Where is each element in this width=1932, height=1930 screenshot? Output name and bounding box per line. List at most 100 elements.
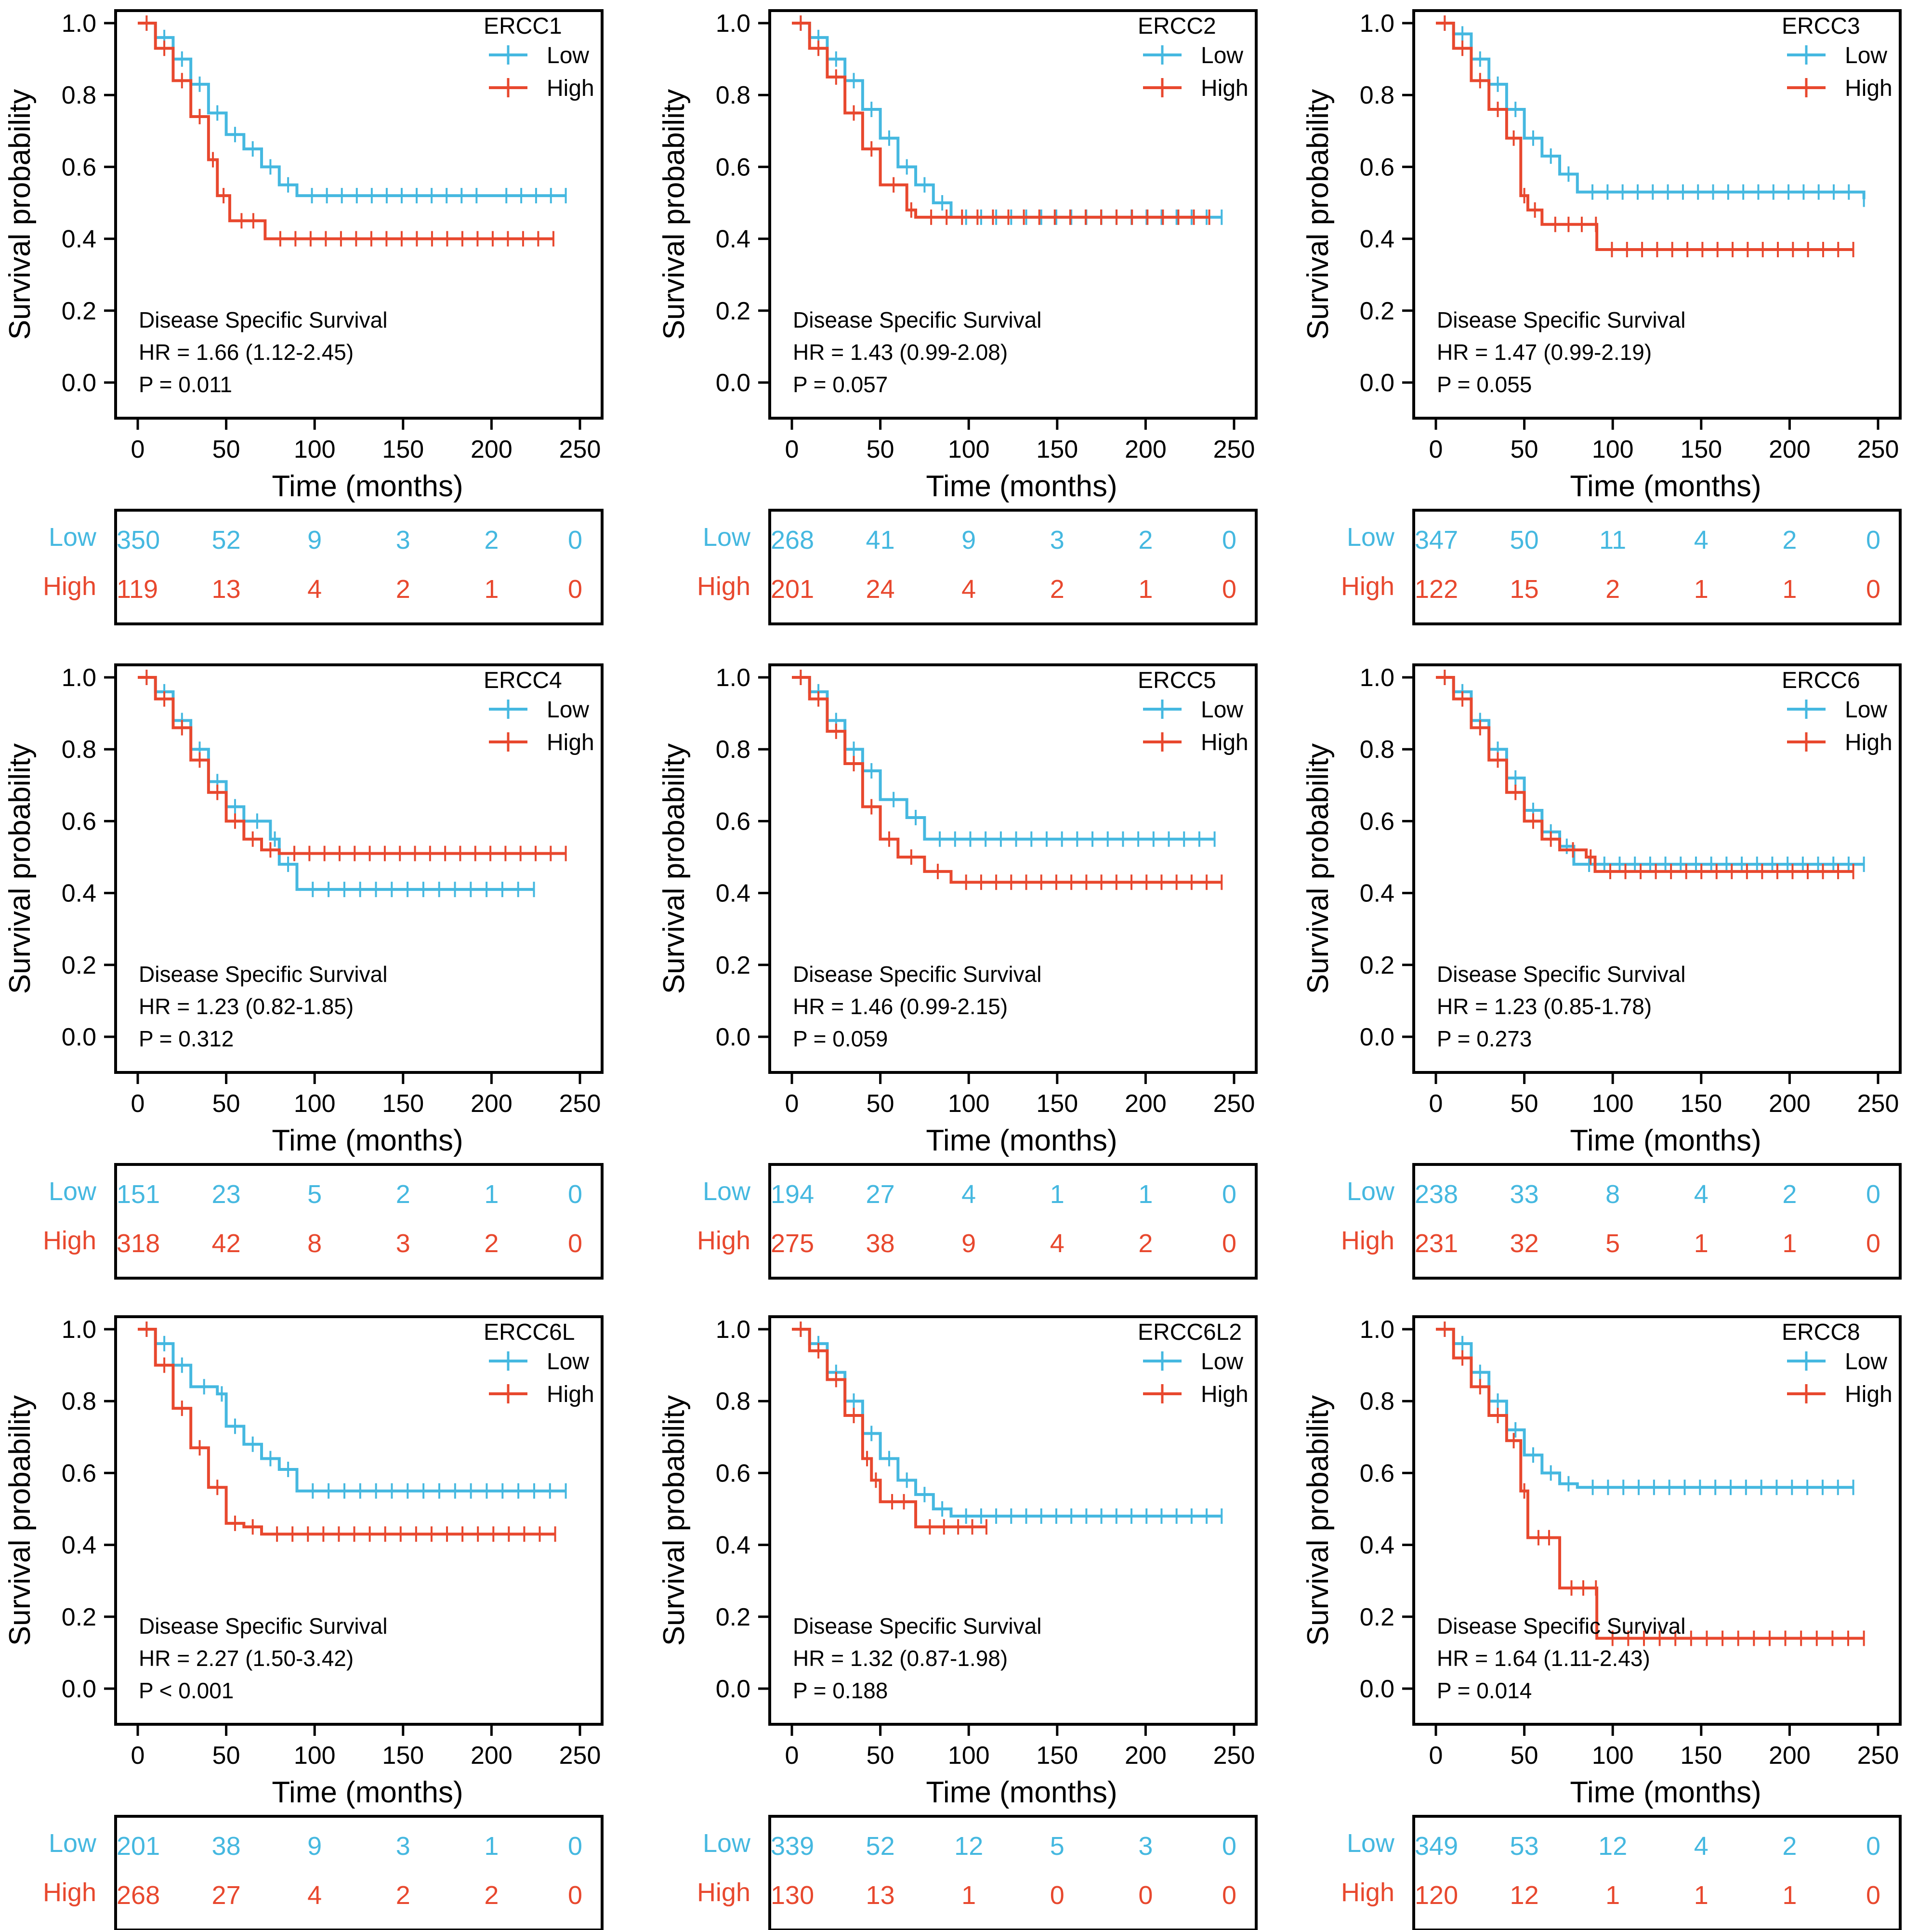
risk-count-low: 201 (117, 1832, 160, 1861)
legend-label-low: Low (1201, 1349, 1243, 1375)
risk-count-low: 151 (117, 1180, 160, 1209)
legend-label-low: Low (1845, 697, 1887, 723)
risk-count-low: 0 (568, 1180, 582, 1209)
risk-count-high: 130 (771, 1881, 814, 1910)
risk-count-high: 1 (1782, 1229, 1797, 1258)
risk-count-high: 1 (1782, 1881, 1797, 1910)
y-axis-title: Survival probability (3, 1395, 37, 1646)
risk-count-low: 2 (1782, 1180, 1797, 1209)
y-axis-title: Survival probability (1301, 1395, 1335, 1646)
risk-count-high: 1 (1694, 1229, 1709, 1258)
risk-count-low: 5 (1050, 1832, 1065, 1861)
risk-count-low: 3 (1138, 1832, 1153, 1861)
risk-count-high: 0 (1866, 1229, 1880, 1258)
x-tick-label: 50 (867, 1742, 894, 1770)
survival-curve-low (792, 22, 1222, 219)
plot-frame (114, 9, 604, 420)
y-tick-label: 0.4 (62, 880, 96, 908)
y-tick-label: 0.8 (62, 81, 96, 109)
y-tick-label: 1.0 (62, 664, 96, 692)
risk-count-high: 268 (117, 1881, 160, 1910)
risk-count-high: 1 (1605, 1881, 1620, 1910)
risk-count-low: 2 (396, 1180, 410, 1209)
x-tick-label: 0 (785, 1742, 799, 1770)
risk-table-frame (114, 1815, 604, 1930)
p-value: P = 0.055 (1437, 372, 1532, 397)
y-tick-label: 0.4 (1360, 225, 1394, 253)
p-value: P = 0.312 (139, 1026, 234, 1051)
risk-count-high: 5 (1605, 1229, 1620, 1258)
risk-count-low: 350 (117, 526, 160, 555)
legend-label-low: Low (1201, 43, 1243, 68)
risk-count-low: 41 (866, 526, 895, 555)
risk-count-low: 9 (307, 526, 322, 555)
risk-table-frame (114, 1163, 604, 1280)
gene-title: ERCC4 (484, 668, 562, 693)
y-tick-label: 1.0 (716, 10, 750, 38)
risk-row-label-low: Low (1347, 523, 1395, 552)
risk-count-high: 38 (866, 1229, 895, 1258)
y-tick-label: 0.0 (716, 1675, 750, 1703)
y-tick-label: 0.8 (62, 736, 96, 764)
risk-count-high: 1 (961, 1881, 976, 1910)
x-tick-label: 0 (131, 436, 145, 463)
risk-count-high: 1 (1694, 575, 1709, 604)
y-tick-label: 0.8 (1360, 736, 1394, 764)
hazard-ratio: HR = 2.27 (1.50-3.42) (139, 1646, 354, 1671)
legend-label-low: Low (547, 697, 589, 723)
risk-count-low: 1 (1138, 1180, 1153, 1209)
p-value: P = 0.057 (793, 372, 888, 397)
risk-count-low: 2 (1782, 526, 1797, 555)
risk-count-low: 347 (1415, 526, 1458, 555)
x-tick-label: 100 (294, 1742, 336, 1770)
risk-row-label-high: High (1341, 1226, 1394, 1255)
risk-count-low: 339 (771, 1832, 814, 1861)
survival-curve-low (1436, 22, 1866, 199)
y-tick-label: 0.0 (62, 1675, 96, 1703)
risk-count-low: 4 (1694, 1832, 1709, 1861)
x-tick-label: 0 (1429, 1090, 1443, 1118)
endpoint-label: Disease Specific Survival (1437, 962, 1685, 987)
risk-count-low: 9 (961, 526, 976, 555)
risk-count-high: 275 (771, 1229, 814, 1258)
y-tick-label: 1.0 (1360, 664, 1394, 692)
x-tick-label: 50 (867, 436, 894, 463)
survival-curve-high (1436, 676, 1853, 873)
y-tick-label: 0.6 (716, 153, 750, 181)
y-tick-label: 0.2 (1360, 297, 1394, 325)
x-tick-label: 200 (1769, 1742, 1811, 1770)
risk-count-low: 0 (1222, 1180, 1236, 1209)
x-tick-label: 250 (1213, 1742, 1255, 1770)
risk-count-low: 0 (1222, 526, 1236, 555)
risk-count-high: 4 (961, 575, 976, 604)
risk-count-high: 2 (396, 1881, 410, 1910)
y-tick-label: 0.4 (62, 225, 96, 253)
risk-count-high: 0 (1138, 1881, 1153, 1910)
y-tick-label: 0.6 (62, 807, 96, 835)
survival-curve-high (792, 1328, 986, 1529)
x-tick-label: 100 (294, 436, 336, 463)
x-tick-label: 250 (1213, 436, 1255, 463)
risk-count-low: 0 (1222, 1832, 1236, 1861)
y-tick-label: 0.0 (1360, 1675, 1394, 1703)
x-tick-label: 150 (1680, 436, 1722, 463)
endpoint-label: Disease Specific Survival (1437, 307, 1685, 332)
x-axis-title: Time (months) (1570, 470, 1761, 503)
risk-row-label-high: High (43, 572, 96, 601)
risk-count-high: 2 (1138, 1229, 1153, 1258)
risk-count-high: 32 (1510, 1229, 1539, 1258)
risk-count-high: 2 (484, 1881, 499, 1910)
x-tick-label: 100 (948, 436, 990, 463)
risk-count-low: 4 (1694, 1180, 1709, 1209)
x-tick-label: 100 (1592, 436, 1634, 463)
risk-count-high: 2 (396, 575, 410, 604)
y-tick-label: 0.2 (62, 297, 96, 325)
survival-curve-low (792, 1328, 1222, 1518)
x-tick-label: 150 (382, 1742, 424, 1770)
x-tick-label: 250 (559, 1090, 601, 1118)
